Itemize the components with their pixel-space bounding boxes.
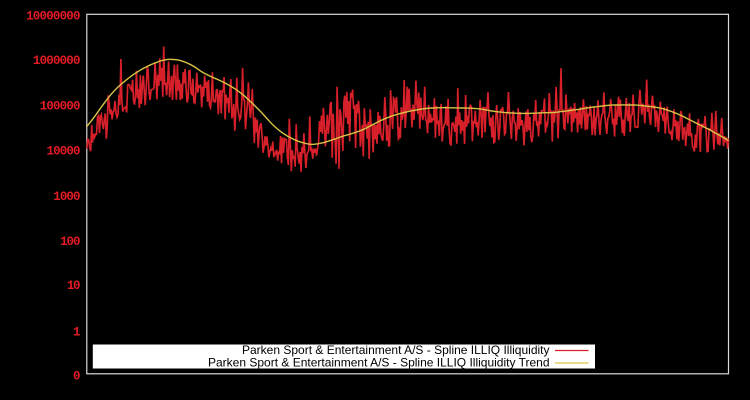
svg-text:10000: 10000	[47, 144, 81, 158]
svg-text:10: 10	[67, 279, 81, 293]
svg-text:0: 0	[73, 370, 81, 384]
svg-text:100000: 100000	[40, 99, 81, 113]
svg-text:Parken Sport & Entertainment A: Parken Sport & Entertainment A/S - Splin…	[242, 343, 550, 357]
svg-text:Parken Sport & Entertainment A: Parken Sport & Entertainment A/S - Splin…	[208, 355, 550, 369]
svg-text:10000000: 10000000	[26, 10, 80, 24]
svg-text:1000: 1000	[53, 190, 80, 204]
svg-text:100: 100	[60, 235, 80, 249]
svg-text:1000000: 1000000	[33, 54, 81, 68]
svg-text:1: 1	[73, 326, 81, 340]
